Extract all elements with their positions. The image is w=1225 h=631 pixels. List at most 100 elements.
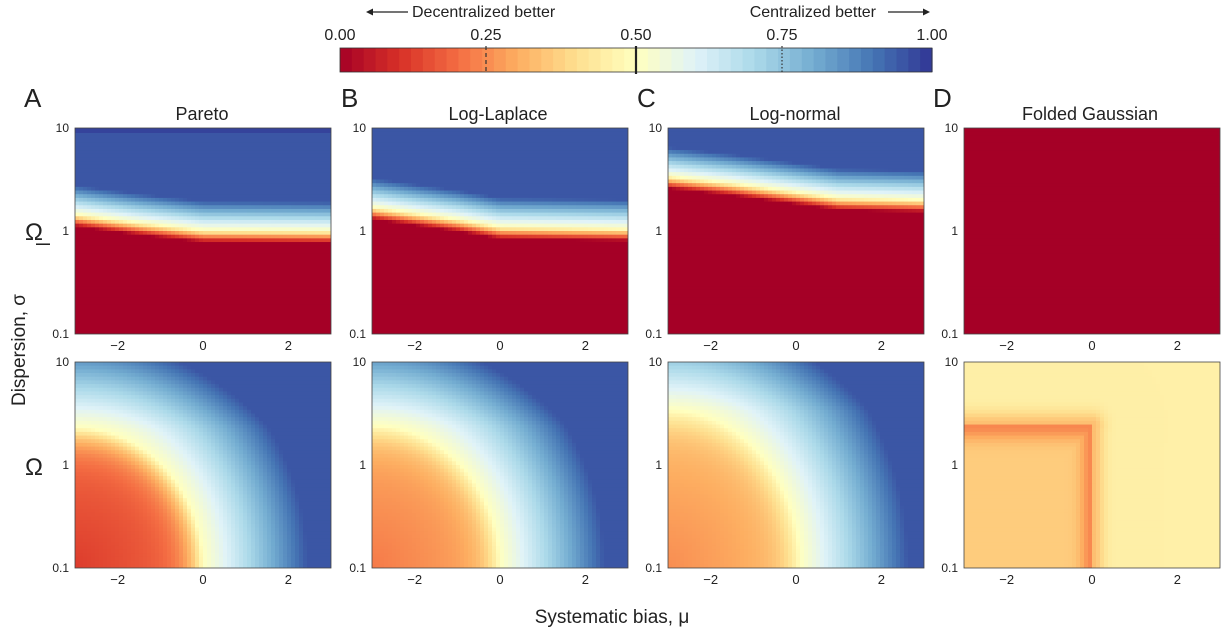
- heatmap-cell: [183, 219, 188, 225]
- heatmap-cell: [211, 242, 216, 247]
- heatmap-cell: [191, 245, 196, 250]
- heatmap-cell: [392, 311, 397, 317]
- heatmap-cell: [191, 271, 196, 276]
- heatmap-cell: [384, 304, 389, 309]
- heatmap-cell: [295, 278, 300, 283]
- heatmap-cell: [139, 286, 144, 291]
- heatmap-cell: [452, 322, 457, 328]
- y-tick-label: 1: [62, 224, 69, 238]
- heatmap-cell: [83, 326, 88, 331]
- heatmap-cell: [420, 135, 425, 140]
- heatmap-cell: [155, 304, 160, 309]
- heatmap-cell: [464, 201, 469, 206]
- heatmap-cell: [319, 242, 324, 247]
- heatmap-cell: [231, 267, 236, 272]
- heatmap-cell: [83, 289, 88, 295]
- heatmap-cell: [388, 216, 393, 221]
- heatmap-cell: [87, 256, 92, 261]
- heatmap-cell: [380, 216, 385, 221]
- heatmap-cell: [219, 175, 224, 180]
- heatmap-cell: [131, 311, 136, 317]
- heatmap-cell: [151, 308, 156, 313]
- heatmap-cell: [139, 308, 144, 313]
- heatmap-cell: [207, 131, 212, 136]
- heatmap-cell: [143, 238, 148, 243]
- heatmap-cell: [263, 253, 268, 258]
- heatmap-cell: [79, 142, 84, 147]
- heatmap-cell: [211, 308, 216, 313]
- heatmap-cell: [384, 267, 389, 272]
- heatmap-cell: [87, 139, 92, 144]
- heatmap-cell: [251, 194, 256, 199]
- heatmap-cell: [231, 186, 236, 192]
- heatmap-cell: [267, 153, 272, 158]
- heatmap-cell: [151, 322, 156, 328]
- heatmap-cell: [143, 201, 148, 206]
- heatmap-cell: [404, 161, 409, 166]
- heatmap-cell: [460, 256, 465, 261]
- heatmap-cell: [283, 190, 288, 195]
- heatmap-cell: [95, 172, 100, 177]
- heatmap-cell: [99, 322, 104, 328]
- heatmap-cell: [412, 326, 417, 331]
- heatmap-cell: [167, 142, 172, 147]
- heatmap-cell: [131, 300, 136, 306]
- heatmap-cell: [179, 245, 184, 250]
- heatmap-cell: [299, 231, 304, 236]
- heatmap-cell: [115, 308, 120, 313]
- heatmap-cell: [404, 245, 409, 250]
- heatmap-cell: [392, 168, 397, 173]
- heatmap-cell: [380, 219, 385, 225]
- heatmap-cell: [187, 208, 192, 214]
- heatmap-cell: [127, 164, 132, 169]
- heatmap-cell: [299, 197, 304, 203]
- heatmap-cell: [424, 245, 429, 250]
- heatmap-cell: [307, 330, 312, 334]
- heatmap-cell: [432, 319, 437, 324]
- heatmap-cell: [408, 157, 413, 162]
- heatmap-cell: [388, 219, 393, 225]
- heatmap-cell: [91, 253, 96, 258]
- heatmap-cell: [388, 315, 393, 320]
- heatmap-cell: [315, 238, 320, 243]
- heatmap-cell: [87, 286, 92, 291]
- heatmap-cell: [167, 216, 172, 221]
- heatmap-cell: [123, 179, 128, 184]
- heatmap-cell: [119, 275, 124, 280]
- heatmap-cell: [456, 216, 461, 221]
- heatmap-cell: [263, 286, 268, 291]
- heatmap-cell: [416, 205, 421, 210]
- heatmap-cell: [155, 264, 160, 269]
- heatmap-cell: [215, 242, 220, 247]
- heatmap-cell: [436, 293, 441, 298]
- heatmap-cell: [412, 330, 417, 334]
- heatmap-cell: [195, 161, 200, 166]
- heatmap-cell: [151, 297, 156, 302]
- heatmap-cell: [259, 315, 264, 320]
- heatmap-cell: [207, 319, 212, 324]
- heatmap-cell: [408, 197, 413, 203]
- heatmap-cell: [135, 208, 140, 214]
- heatmap-cell: [135, 183, 140, 188]
- heatmap-cell: [159, 267, 164, 272]
- heatmap-cell: [147, 308, 152, 313]
- heatmap-cell: [203, 153, 208, 158]
- heatmap-cell: [259, 135, 264, 140]
- heatmap-cell: [143, 253, 148, 258]
- heatmap-cell: [299, 315, 304, 320]
- heatmap-cell: [271, 256, 276, 261]
- heatmap-cell: [323, 267, 328, 272]
- heatmap-cell: [219, 186, 224, 192]
- heatmap-cell: [327, 300, 331, 306]
- colorbar-tick-label: 0.50: [620, 27, 651, 44]
- heatmap-cell: [271, 223, 276, 228]
- heatmap-cell: [259, 223, 264, 228]
- heatmap-cell: [107, 330, 112, 334]
- heatmap-cell: [231, 249, 236, 254]
- heatmap-cell: [163, 197, 168, 203]
- heatmap-cell: [404, 153, 409, 158]
- heatmap-cell: [107, 157, 112, 162]
- heatmap-cell: [155, 219, 160, 225]
- heatmap-cell: [99, 172, 104, 177]
- heatmap-cell: [299, 326, 304, 331]
